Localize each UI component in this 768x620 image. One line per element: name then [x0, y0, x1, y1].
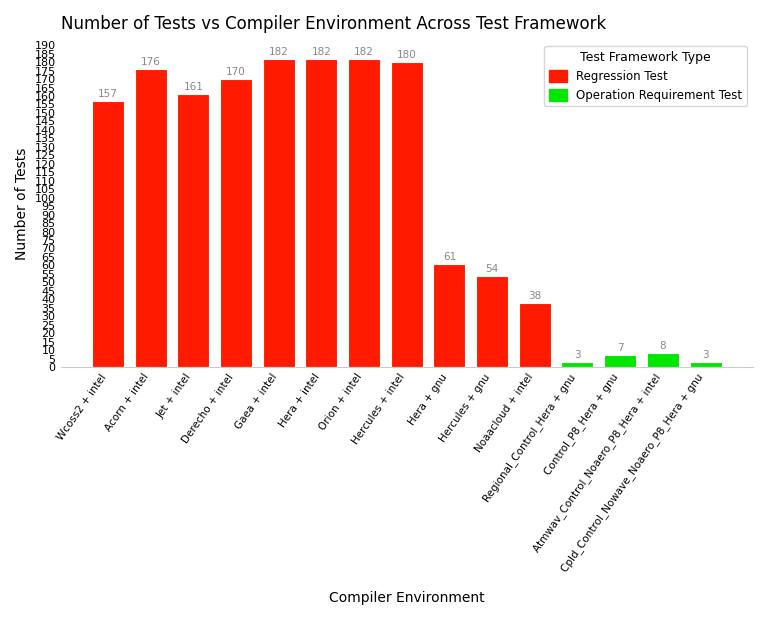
Bar: [306, 59, 337, 367]
Text: 182: 182: [354, 46, 374, 56]
Bar: [92, 101, 124, 367]
X-axis label: Compiler Environment: Compiler Environment: [329, 591, 485, 605]
Bar: [177, 94, 210, 367]
Bar: [604, 355, 636, 367]
Text: 161: 161: [184, 82, 204, 92]
Bar: [220, 79, 252, 367]
Bar: [561, 362, 594, 367]
Text: 7: 7: [617, 343, 624, 353]
Bar: [134, 69, 167, 367]
Text: 61: 61: [443, 252, 456, 262]
Text: Number of Tests vs Compiler Environment Across Test Framework: Number of Tests vs Compiler Environment …: [61, 15, 606, 33]
Text: 176: 176: [141, 57, 161, 67]
Bar: [391, 62, 422, 367]
Text: 182: 182: [269, 46, 289, 56]
Bar: [519, 303, 551, 367]
Text: 170: 170: [227, 67, 246, 77]
Text: 157: 157: [98, 89, 118, 99]
Bar: [690, 362, 721, 367]
Text: 8: 8: [660, 342, 666, 352]
Y-axis label: Number of Tests: Number of Tests: [15, 148, 29, 260]
Text: 38: 38: [528, 291, 541, 301]
Text: 180: 180: [397, 50, 417, 60]
Text: 3: 3: [574, 350, 581, 360]
Bar: [433, 264, 465, 367]
Bar: [476, 275, 508, 367]
Text: 54: 54: [485, 264, 498, 273]
Bar: [263, 59, 295, 367]
Text: 182: 182: [312, 46, 331, 56]
Bar: [348, 59, 380, 367]
Text: 3: 3: [702, 350, 709, 360]
Bar: [647, 353, 679, 367]
Legend: Regression Test, Operation Requirement Test: Regression Test, Operation Requirement T…: [545, 46, 747, 107]
